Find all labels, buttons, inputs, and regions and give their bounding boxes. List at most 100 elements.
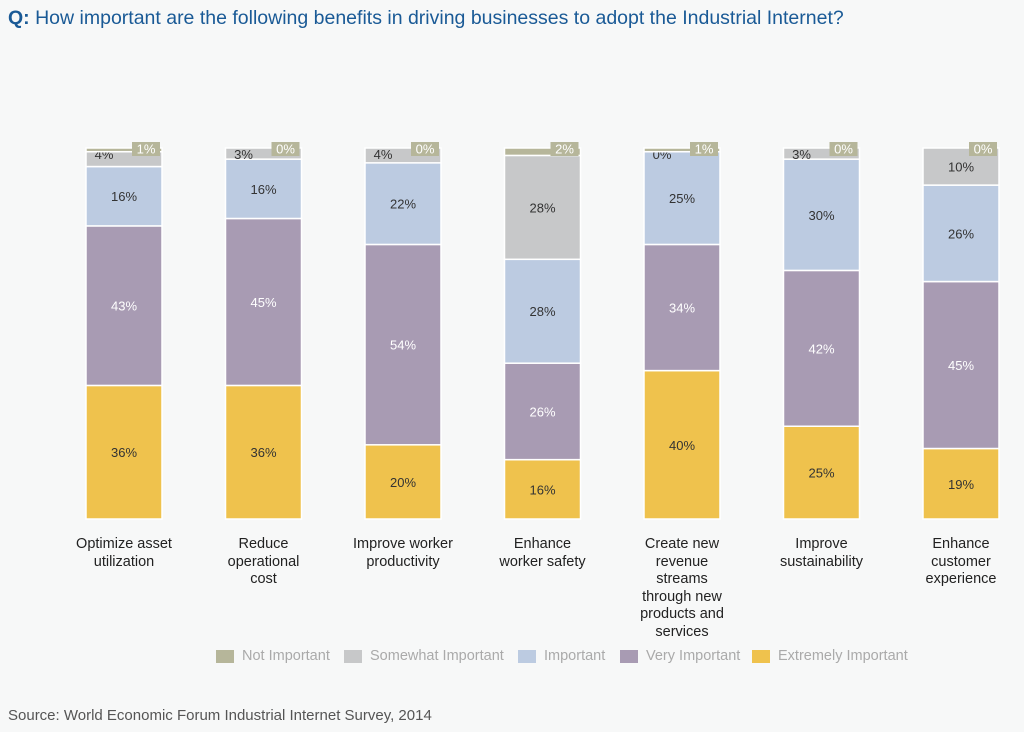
legend-item-somewhat-important: Somewhat Important (344, 646, 504, 666)
data-label-not-important-3: 0% (416, 142, 435, 157)
data-label-very-important-4: 26% (529, 404, 555, 419)
bar-segment-somewhat-important-6 (782, 147, 861, 160)
bar-segment-important-5 (643, 150, 721, 246)
category-label-line: Optimize asset (76, 536, 172, 552)
bar-segment-extremely-important-3 (364, 444, 442, 520)
data-label-very-important-1: 43% (111, 299, 137, 314)
data-label-not-important-5: 1% (695, 142, 714, 157)
data-label-important-3: 22% (390, 197, 416, 212)
bar-segment-very-important-3 (364, 243, 442, 446)
bar-segment-very-important-1 (85, 225, 163, 387)
legend-swatch (216, 649, 234, 663)
not-important-badge-2 (271, 142, 300, 156)
data-label-extremely-important-7: 19% (948, 477, 974, 492)
data-label-very-important-6: 42% (808, 341, 834, 356)
data-label-very-important-2: 45% (250, 295, 276, 310)
bar-segment-somewhat-important-2 (224, 147, 303, 160)
legend-swatch (344, 649, 362, 663)
data-label-important-2: 16% (250, 182, 276, 197)
not-important-badge-7 (969, 142, 997, 156)
bar-segment-extremely-important-2 (224, 384, 303, 520)
data-label-extremely-important-5: 40% (669, 438, 695, 453)
category-label-5: Create new revenue streams through new produ… (622, 536, 742, 641)
data-label-important-7: 26% (948, 226, 974, 241)
legend-swatch (620, 649, 638, 663)
legend-item-very-important: Very Important (620, 646, 740, 666)
data-label-extremely-important-2: 36% (250, 445, 276, 460)
category-label-line: productivity (366, 553, 440, 570)
bar-segment-important-1 (85, 165, 163, 227)
bar-segment-extremely-important-4 (503, 458, 582, 520)
data-label-very-important-3: 54% (390, 338, 416, 353)
not-important-badge-3 (411, 142, 439, 156)
category-label-line: Improve (795, 536, 848, 552)
category-label-line: cost (250, 571, 277, 587)
bar-segment-important-6 (782, 158, 861, 272)
bar-segment-very-important-6 (782, 269, 861, 427)
source-note: Source: World Economic Forum Industrial … (8, 707, 432, 724)
bar-segment-important-3 (364, 162, 442, 246)
data-label-important-1: 16% (111, 189, 137, 204)
category-label-line: operational (227, 553, 300, 570)
data-label-not-important-7: 0% (974, 142, 993, 157)
bar-segment-extremely-important-6 (782, 425, 861, 520)
bar-segment-not-important-4 (503, 147, 582, 157)
data-label-extremely-important-1: 36% (111, 445, 137, 460)
data-label-extremely-important-6: 25% (808, 466, 834, 481)
legend-swatch (752, 649, 770, 663)
legend-label: Important (544, 648, 606, 664)
category-label-line: Improve worker (353, 536, 453, 552)
bar-segment-extremely-important-5 (643, 369, 721, 520)
not-important-badge-4 (550, 142, 579, 156)
legend-item-not-important: Not Important (216, 646, 330, 666)
title-text: How important are the following benefits… (35, 7, 844, 29)
data-label-not-important-2: 0% (276, 142, 295, 157)
legend-label: Somewhat Important (370, 648, 504, 664)
data-label-extremely-important-3: 20% (390, 475, 416, 490)
bar-segment-not-important-5 (643, 147, 721, 153)
bar-segment-very-important-7 (922, 280, 1000, 450)
category-label-line: revenue (655, 553, 709, 570)
data-label-important-5: 25% (669, 191, 695, 206)
data-label-somewhat-important-6: 3% (792, 147, 811, 162)
title-prefix: Q: (8, 7, 30, 29)
legend-swatch (518, 649, 536, 663)
bar-segment-somewhat-important-4 (503, 154, 582, 261)
data-label-somewhat-important-4: 28% (529, 200, 555, 215)
bar-segment-important-7 (922, 184, 1000, 283)
legend-label: Very Important (646, 648, 741, 664)
bar-segment-not-important-1 (85, 147, 163, 153)
not-important-badge-1 (132, 142, 160, 156)
category-label-2: Reduce operational cost (204, 536, 324, 589)
legend: Not Important Somewhat Important Important… (0, 646, 1024, 666)
bar-segment-very-important-5 (643, 243, 721, 372)
category-label-3: Improve worker productivity (343, 536, 463, 571)
data-label-somewhat-important-3: 4% (374, 147, 393, 162)
category-label-line: customer (931, 553, 991, 570)
category-label-line: worker safety (499, 553, 586, 570)
category-label-4: Enhance worker safety (483, 536, 603, 571)
data-label-very-important-5: 34% (669, 301, 695, 316)
legend-item-important: Important (518, 646, 605, 666)
data-label-not-important-1: 1% (137, 142, 156, 157)
bar-segment-very-important-4 (503, 362, 582, 461)
category-label-line: services (655, 623, 709, 640)
category-label-line: Enhance (932, 536, 990, 552)
data-label-not-important-6: 0% (834, 142, 853, 157)
bar-segment-important-4 (503, 258, 582, 364)
category-label-6: Improve sustainability (762, 536, 882, 571)
category-label-line: sustainability (779, 553, 863, 570)
data-label-somewhat-important-7: 10% (948, 160, 974, 175)
data-label-important-6: 30% (808, 208, 834, 223)
category-label-line: Create new (644, 536, 720, 552)
category-label-line: through new (642, 588, 722, 605)
legend-label: Extremely Important (778, 648, 908, 664)
data-label-important-4: 28% (529, 304, 555, 319)
category-label-line: Reduce (238, 536, 289, 552)
chart-title: Q: How important are the following benef… (8, 7, 844, 30)
not-important-badge-6 (829, 142, 858, 156)
category-label-line: Enhance (513, 536, 572, 552)
data-label-extremely-important-4: 16% (529, 482, 555, 497)
category-label-line: streams (656, 571, 708, 587)
category-label-line: utilization (93, 553, 155, 570)
